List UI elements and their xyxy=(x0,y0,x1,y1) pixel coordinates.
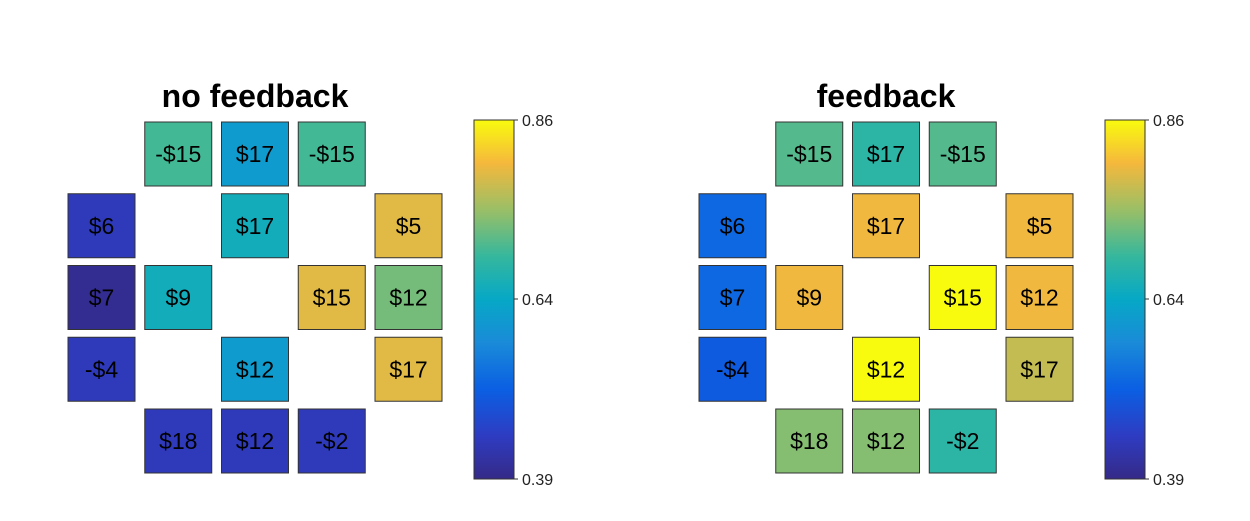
heatmap-cell xyxy=(698,265,767,330)
heatmap-cell xyxy=(374,336,443,402)
heatmap-cell xyxy=(928,265,997,330)
heatmap-cell xyxy=(698,193,767,259)
heatmap-cell xyxy=(775,265,844,330)
heatmap-cell-label: $6 xyxy=(89,213,115,239)
heatmap-cell-label: $5 xyxy=(396,213,422,239)
heatmap-cell-label: -$15 xyxy=(940,141,986,167)
heatmap-cell-label: $15 xyxy=(944,285,982,311)
heatmap-cell-label: $12 xyxy=(867,428,905,454)
heatmap-cell-label: $12 xyxy=(389,285,427,311)
heatmap-cell xyxy=(67,265,136,330)
heatmap-cell-label: $12 xyxy=(236,356,274,382)
heatmap-cell xyxy=(1005,336,1074,402)
heatmap-cell-label: -$15 xyxy=(309,141,355,167)
heatmap-cell xyxy=(775,408,844,474)
heatmap-cell-label: $7 xyxy=(89,285,115,311)
panel-feedback: feedback -$15 $17 -$15 $6 $17 $5 $7 $9 $15 $12 -$4… xyxy=(698,78,1184,489)
heatmap-cell-label: $12 xyxy=(236,428,274,454)
heatmap-cell-label: $9 xyxy=(165,285,191,311)
heatmap-cell xyxy=(852,193,920,259)
heatmap-cell xyxy=(852,336,920,402)
heatmap-cell xyxy=(374,265,443,330)
heatmap-cell-label: $12 xyxy=(1020,285,1058,311)
heatmap-cell-label: $17 xyxy=(867,213,905,239)
colorbar-no-feedback: 0.86 0.64 0.39 xyxy=(473,113,553,489)
heatmap-cell-label: $18 xyxy=(790,428,828,454)
heatmap-grid-no-feedback: -$15 $17 -$15 $6 $17 $5 $7 $9 $15 $12 -$4 $12 $17 $18… xyxy=(67,121,443,474)
colorbar-no-feedback-scale xyxy=(473,119,515,480)
heatmap-cell-label: $17 xyxy=(867,141,905,167)
heatmap-cell-label: $15 xyxy=(313,285,351,311)
heatmap-cell xyxy=(928,121,997,187)
heatmap-cell xyxy=(221,193,289,259)
colorbar-feedback-tick-min: 0.39 xyxy=(1153,472,1184,489)
heatmap-cell-label: $9 xyxy=(796,285,822,311)
heatmap-cell xyxy=(775,121,844,187)
heatmap-cell-label: $12 xyxy=(867,356,905,382)
panel-title-feedback: feedback xyxy=(817,78,956,114)
heatmap-cell xyxy=(144,121,213,187)
colorbar-no-feedback-tick-max: 0.86 xyxy=(522,113,553,130)
heatmap-cell xyxy=(221,121,289,187)
heatmap-cell xyxy=(698,336,767,402)
heatmap-cell xyxy=(297,265,366,330)
heatmap-cell-label: -$4 xyxy=(716,356,749,382)
panel-no-feedback: no feedback -$15 $17 -$15 $6 $17 $5 $7 $9 $15 $12… xyxy=(67,78,553,489)
heatmap-cell-label: $6 xyxy=(720,213,746,239)
heatmap-cell xyxy=(221,408,289,474)
heatmap-cell-label: -$15 xyxy=(786,141,832,167)
heatmap-cell xyxy=(297,408,366,474)
heatmap-cell-label: $5 xyxy=(1027,213,1053,239)
heatmap-cell xyxy=(928,408,997,474)
heatmap-cell xyxy=(1005,265,1074,330)
colorbar-feedback-scale xyxy=(1104,119,1146,480)
panel-title-no-feedback: no feedback xyxy=(162,78,349,114)
heatmap-cell xyxy=(144,265,213,330)
colorbar-no-feedback-tick-mid: 0.64 xyxy=(522,292,553,309)
heatmap-cell-label: $17 xyxy=(1020,356,1058,382)
heatmap-cell xyxy=(374,193,443,259)
heatmap-cell-label: $18 xyxy=(159,428,197,454)
heatmap-cell xyxy=(1005,193,1074,259)
heatmap-cell-label: $7 xyxy=(720,285,746,311)
heatmap-cell-label: -$15 xyxy=(155,141,201,167)
heatmap-cell-label: -$4 xyxy=(85,356,118,382)
heatmap-cell xyxy=(852,121,920,187)
heatmap-cell-label: $17 xyxy=(236,213,274,239)
heatmap-grid-feedback: -$15 $17 -$15 $6 $17 $5 $7 $9 $15 $12 -$4 $12 $17 $18… xyxy=(698,121,1074,474)
heatmap-cell-label: $17 xyxy=(389,356,427,382)
heatmap-cell-label: -$2 xyxy=(946,428,979,454)
heatmap-cell xyxy=(297,121,366,187)
colorbar-feedback-tick-max: 0.86 xyxy=(1153,113,1184,130)
heatmap-cell xyxy=(67,193,136,259)
heatmap-cell xyxy=(221,336,289,402)
colorbar-no-feedback-tick-min: 0.39 xyxy=(522,472,553,489)
colorbar-feedback: 0.86 0.64 0.39 xyxy=(1104,113,1184,489)
colorbar-feedback-tick-mid: 0.64 xyxy=(1153,292,1184,309)
heatmap-cell xyxy=(67,336,136,402)
heatmap-cell-label: -$2 xyxy=(315,428,348,454)
heatmap-cell xyxy=(144,408,213,474)
heatmap-cell xyxy=(852,408,920,474)
heatmap-cell-label: $17 xyxy=(236,141,274,167)
